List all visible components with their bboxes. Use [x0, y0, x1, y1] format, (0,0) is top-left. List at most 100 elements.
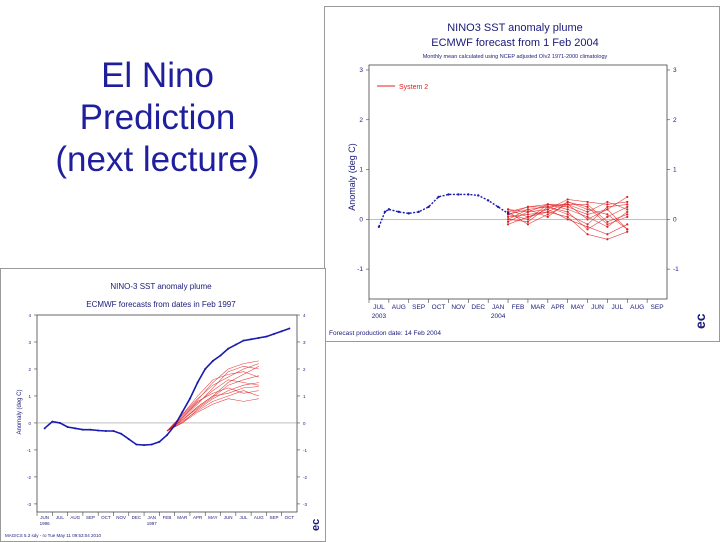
nino3-2004-plume-panel: NINO3 SST anomaly plume ECMWF forecast f… [324, 6, 720, 342]
plot-frame [36, 314, 298, 513]
y-tick-label: -2 [303, 475, 307, 480]
legend-label: System 2 [399, 84, 428, 91]
y-tick-label: 2 [359, 117, 363, 124]
observed-point [188, 397, 191, 400]
forecast-point [606, 215, 609, 218]
x-tick-label: JAN [492, 304, 505, 311]
forecast-point [546, 208, 549, 211]
chart-title: NINO3 SST anomaly plume [447, 22, 583, 34]
observed-point [66, 425, 69, 428]
x-tick-label: AUG [392, 304, 406, 311]
observed-point [447, 193, 450, 196]
forecast-point [526, 220, 530, 223]
forecast-point [506, 208, 510, 211]
y-tick-label: 3 [303, 340, 306, 345]
observed-point [127, 438, 130, 441]
chart-subtitle: ECMWF forecasts from dates in Feb 1997 [86, 300, 236, 309]
observed-point [273, 332, 276, 335]
forecast-point [606, 200, 609, 204]
forecast-point [626, 213, 629, 216]
y-tick-label: 4 [303, 313, 306, 318]
x-tick-label: SEP [86, 515, 95, 520]
forecast-point [566, 215, 569, 218]
nino3-1997-plume-panel: NINO-3 SST anomaly plume ECMWF forecasts… [0, 268, 326, 542]
y-tick-label: 3 [28, 340, 31, 345]
x-tick-label: MAR [177, 515, 188, 520]
x-tick-label: JUN [40, 515, 49, 520]
observed-point [135, 443, 138, 446]
x-tick-label: FEB [512, 304, 525, 311]
observed-line [378, 193, 509, 228]
observed-point [120, 432, 123, 435]
x-tick-label: APR [193, 515, 203, 520]
forecast-point [586, 205, 589, 208]
observed-point [407, 212, 410, 215]
y-tick-label: 0 [359, 216, 363, 223]
x-tick-label: SEP [412, 304, 425, 311]
forecast-point [506, 215, 510, 218]
observed-point [265, 335, 268, 338]
observed-point [383, 210, 387, 214]
forecast-point [506, 223, 510, 226]
x-tick-label: AUG [630, 304, 644, 311]
forecast-point [606, 220, 609, 223]
observed-point [477, 194, 480, 197]
observed-point [173, 424, 176, 427]
forecast-point [526, 218, 530, 221]
y-tick-label: 1 [28, 394, 31, 399]
plot-frame [368, 64, 668, 300]
forecast-point [606, 213, 609, 216]
x-tick-label: DEC [471, 304, 485, 311]
forecast-point [546, 205, 549, 208]
x-tick-label: JAN [147, 515, 156, 520]
forecast-point [626, 228, 629, 231]
x-year-label: 2003 [372, 313, 387, 320]
forecast-member-line [166, 366, 259, 432]
chart-subtitle: ECMWF forecast from 1 Feb 2004 [431, 37, 599, 49]
forecast-point [626, 230, 629, 233]
y-tick-label: -1 [673, 266, 679, 273]
forecast-point [566, 208, 569, 211]
slide-title: El Nino Prediction (next lecture) [20, 55, 295, 181]
forecast-point [586, 228, 589, 231]
y-tick-label: -1 [303, 448, 307, 453]
chart-title: NINO-3 SST anomaly plume [110, 282, 212, 291]
x-tick-label: JUL [373, 304, 385, 311]
x-tick-label: SEP [270, 515, 279, 520]
chart-footer: MAGICS 5.3 sdy - ro Tue May 11 09:53:04 … [5, 533, 101, 538]
y-tick-label: 0 [28, 421, 31, 426]
x-tick-label: MAY [571, 304, 585, 311]
forecast-point [526, 210, 530, 213]
forecast-member-line [166, 386, 259, 432]
chart-caption: Monthly mean calculated using NCEP adjus… [423, 54, 608, 60]
observed-point [487, 199, 490, 202]
forecast-point [546, 210, 549, 213]
y-tick-label: 0 [673, 216, 677, 223]
observed-point [158, 440, 161, 443]
observed-point [112, 430, 115, 433]
x-tick-label: MAR [531, 304, 546, 311]
forecast-point [626, 203, 629, 206]
forecast-point [506, 220, 510, 223]
forecast-point [586, 233, 589, 236]
forecast-point [626, 200, 629, 204]
y-tick-label: 3 [673, 67, 677, 74]
observed-point [457, 193, 460, 196]
observed-point [280, 330, 283, 333]
forecast-point [526, 205, 530, 208]
forecast-point [626, 210, 629, 213]
x-tick-label: JUL [612, 304, 624, 311]
forecast-point [626, 215, 629, 218]
y-tick-label: 3 [359, 67, 363, 74]
x-year-label: 2004 [491, 313, 506, 320]
forecast-point [586, 223, 589, 226]
forecast-point [586, 215, 589, 218]
y-tick-label: -3 [303, 502, 307, 507]
observed-point [288, 327, 291, 330]
observed-point [397, 210, 400, 214]
forecast-point [526, 223, 530, 226]
x-tick-label: OCT [432, 304, 446, 311]
x-tick-label: MAY [208, 515, 217, 520]
forecast-point [566, 203, 569, 206]
y-tick-label: 1 [359, 167, 363, 174]
